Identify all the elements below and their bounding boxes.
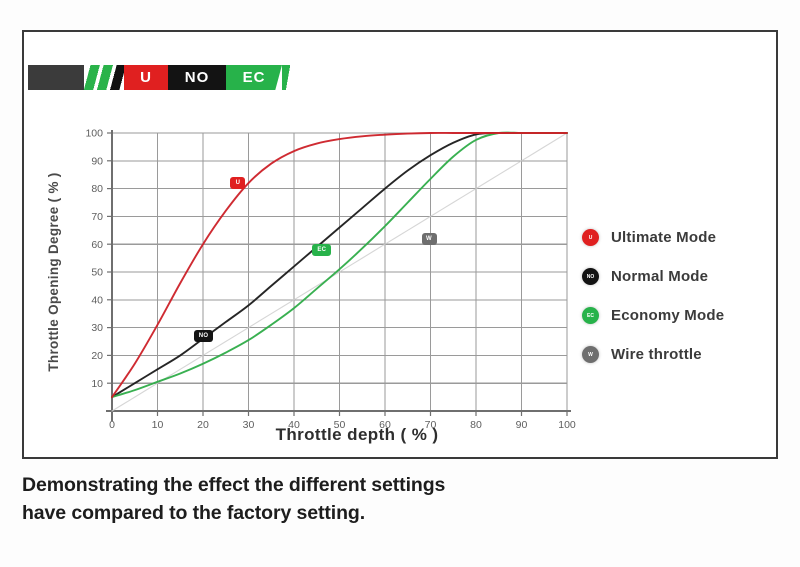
curve-ultimate-mode <box>111 132 568 399</box>
brand-segment-ec: EC <box>226 65 282 90</box>
legend-item-economy[interactable]: EC Economy Mode <box>582 296 772 335</box>
x-tick-50: 50 <box>334 419 346 431</box>
legend-label-wire: Wire throttle <box>611 346 702 363</box>
brand-segment-dark <box>28 65 84 90</box>
chart-tick-labels: 10 20 30 40 50 60 70 80 90 100 0 10 20 30 40 50 60 70 80 90… <box>85 128 575 431</box>
x-axis-title: Throttle depth ( % ) <box>276 425 439 444</box>
y-axis-title: Throttle Opening Degree ( % ) <box>46 172 61 371</box>
curve-badge-ec: EC <box>312 243 332 256</box>
brand-segment-tail <box>282 65 296 90</box>
caption-line-2: have compared to the factory setting. <box>22 501 366 524</box>
y-tick-40: 40 <box>91 294 103 306</box>
y-tick-30: 30 <box>91 322 103 334</box>
curve-economy-mode <box>111 131 568 399</box>
legend-label-ultimate: Ultimate Mode <box>611 229 717 246</box>
brand-segment-u: U <box>124 65 168 90</box>
legend-item-normal[interactable]: NO Normal Mode <box>582 257 772 296</box>
chart-curves <box>111 131 568 412</box>
chart-gridlines <box>111 132 568 411</box>
y-tick-20: 20 <box>91 350 103 362</box>
x-tick-60: 60 <box>379 419 391 431</box>
legend-marker-economy-icon: EC <box>582 307 599 324</box>
y-tick-50: 50 <box>91 267 103 279</box>
curve-wire-throttle <box>111 132 568 412</box>
x-tick-20: 20 <box>197 419 209 431</box>
chart-legend: U Ultimate Mode NO Normal Mode EC Econom… <box>582 218 772 374</box>
legend-marker-ultimate-icon: U <box>582 229 599 246</box>
x-tick-70: 70 <box>425 419 437 431</box>
legend-marker-wire-icon: W <box>582 346 599 363</box>
x-tick-0: 0 <box>109 419 115 431</box>
chart-axes <box>106 130 571 421</box>
brand-segment-slashes <box>84 65 124 90</box>
caption-line-1: Demonstrating the effect the different s… <box>22 474 446 496</box>
chart-card: U NO EC 10 20 30 40 50 60 70 80 90 100 0 10 20 30 40 50… <box>22 30 778 459</box>
legend-label-normal: Normal Mode <box>611 268 709 285</box>
x-tick-90: 90 <box>516 419 528 431</box>
x-tick-10: 10 <box>152 419 164 431</box>
curve-badge-u: U <box>230 177 246 190</box>
y-tick-80: 80 <box>91 183 103 195</box>
y-tick-60: 60 <box>91 239 103 251</box>
curve-badge-no: NO <box>194 329 213 342</box>
legend-label-economy: Economy Mode <box>611 307 725 324</box>
chart-plot-area: 10 20 30 40 50 60 70 80 90 100 0 10 20 30 40 50 60 70 80 90… <box>24 32 780 461</box>
x-tick-40: 40 <box>288 419 300 431</box>
y-tick-100: 100 <box>85 128 103 140</box>
legend-marker-normal-icon: NO <box>582 268 599 285</box>
legend-item-wire[interactable]: W Wire throttle <box>582 335 772 374</box>
y-tick-70: 70 <box>91 211 103 223</box>
figure-caption: Demonstrating the effect the different s… <box>22 472 762 527</box>
x-tick-80: 80 <box>470 419 482 431</box>
legend-item-ultimate[interactable]: U Ultimate Mode <box>582 218 772 257</box>
brand-segment-no: NO <box>168 65 226 90</box>
throttle-response-chart: 10 20 30 40 50 60 70 80 90 100 0 10 20 30 40 50 60 70 80 90… <box>46 128 576 444</box>
x-tick-100: 100 <box>558 419 576 431</box>
y-tick-90: 90 <box>91 155 103 167</box>
x-tick-30: 30 <box>243 419 255 431</box>
y-tick-10: 10 <box>91 378 103 390</box>
brand-logo-bar: U NO EC <box>28 65 296 90</box>
curve-badge-w: W <box>421 232 437 245</box>
